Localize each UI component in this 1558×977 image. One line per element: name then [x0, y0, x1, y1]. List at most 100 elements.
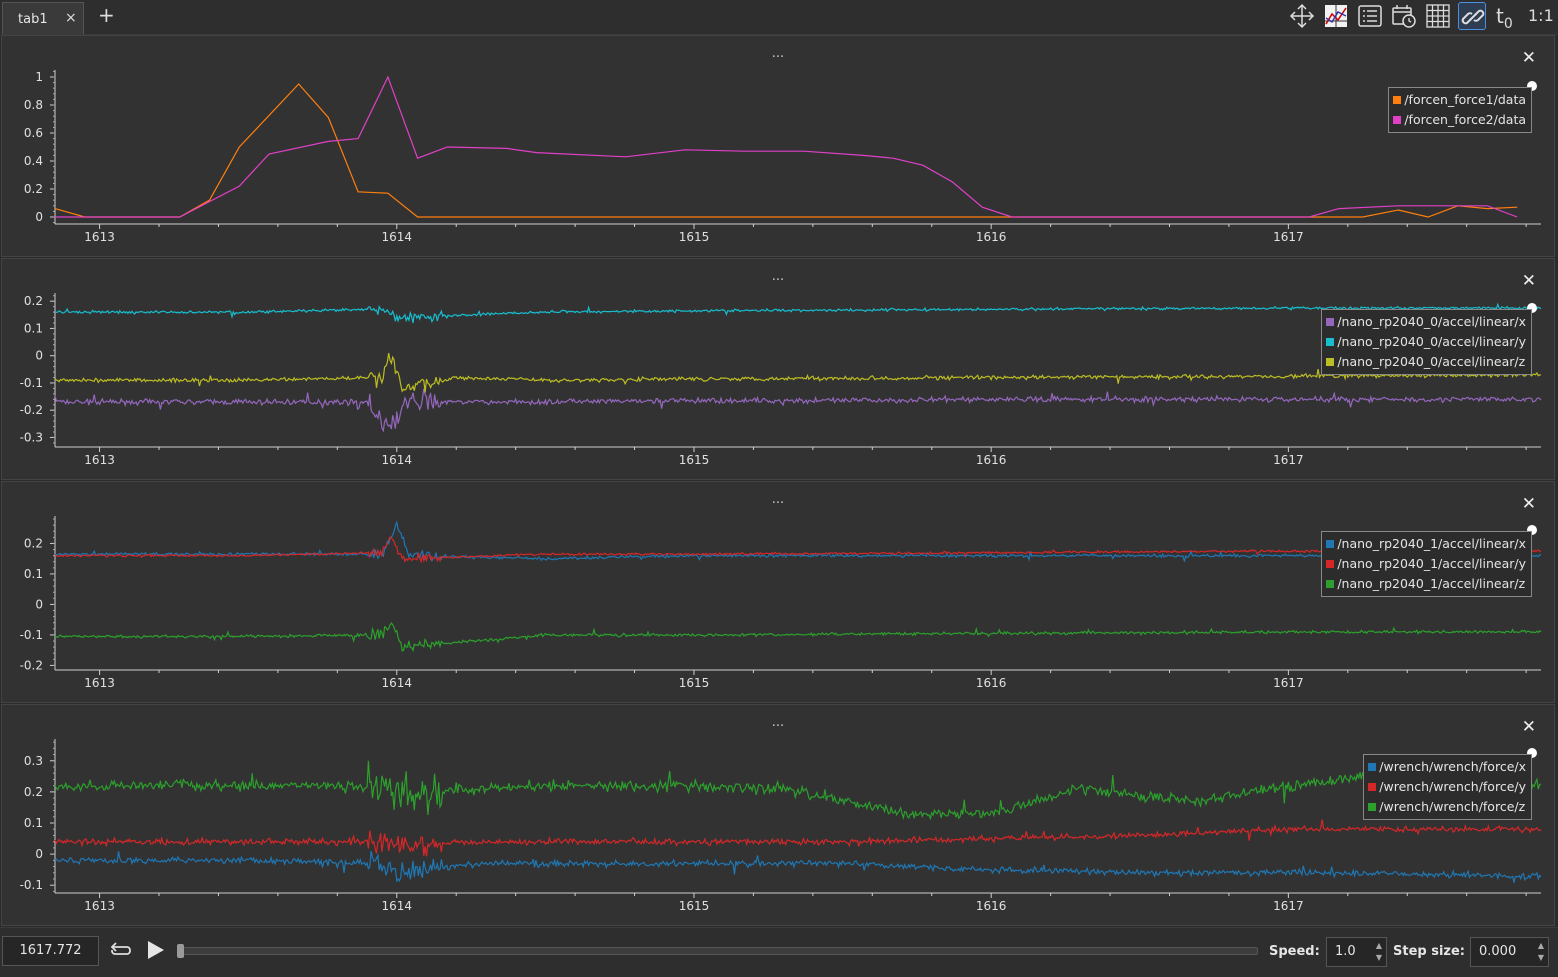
- legend-label: /nano_rp2040_0/accel/linear/x: [1337, 314, 1526, 329]
- y-tick-label: 0: [35, 210, 43, 224]
- step-size-label: Step size:: [1393, 944, 1466, 959]
- legend-item[interactable]: /nano_rp2040_1/accel/linear/y: [1326, 554, 1526, 574]
- legend-item[interactable]: /nano_rp2040_1/accel/linear/x: [1326, 534, 1526, 554]
- x-tick-label: 1613: [84, 230, 115, 244]
- chart-4[interactable]: -0.1 0 0.1 0.2 0.3 1613 1614 1615 1616 1617: [2, 705, 1556, 927]
- legend-item[interactable]: /wrench/wrench/force/x: [1368, 757, 1526, 777]
- ratio-button[interactable]: 1:1: [1528, 6, 1554, 25]
- panel-menu[interactable]: ...: [771, 269, 785, 284]
- series-line-1: [54, 83, 1518, 218]
- plot-area: 0 0.2 0.4 0.6 0.8 1 1613 1614 1615 1616 1617 ... ✕…: [0, 35, 1558, 926]
- y-tick-label: 0.8: [24, 98, 43, 112]
- x-tick-label: 1617: [1273, 676, 1304, 690]
- tab-label: tab1: [18, 12, 48, 27]
- legend-handle[interactable]: [1527, 525, 1537, 535]
- x-tick-label: 1613: [84, 899, 115, 913]
- panel-close-icon[interactable]: ✕: [1521, 271, 1536, 291]
- legend-handle[interactable]: [1527, 303, 1537, 313]
- spin-up-icon[interactable]: ▲: [1375, 941, 1383, 950]
- panel-close-icon[interactable]: ✕: [1521, 48, 1536, 68]
- legend-swatch: [1326, 338, 1335, 346]
- y-tick-label: 0: [35, 597, 43, 611]
- time-offset-sub: 0: [1503, 16, 1513, 32]
- legend[interactable]: /forcen_force1/data /forcen_force2/data: [1388, 87, 1532, 133]
- y-tick-label: 0: [35, 349, 43, 363]
- panel-close-icon[interactable]: ✕: [1521, 717, 1536, 737]
- y-tick-label: 0.2: [24, 294, 43, 308]
- calendar-clock-icon[interactable]: [1390, 2, 1418, 30]
- x-tick-label: 1614: [382, 453, 413, 467]
- panel-menu[interactable]: ...: [771, 492, 785, 507]
- legend[interactable]: /wrench/wrench/force/x /wrench/wrench/fo…: [1363, 754, 1532, 820]
- legend-label: /forcen_force2/data: [1404, 112, 1526, 127]
- spin-up-icon[interactable]: ▲: [1537, 941, 1545, 950]
- time-offset-label: t: [1496, 4, 1504, 28]
- panel-menu[interactable]: ...: [771, 715, 785, 730]
- chart-1[interactable]: 0 0.2 0.4 0.6 0.8 1 1613 1614 1615 1616 1617: [2, 36, 1556, 258]
- y-tick-label: 0.2: [24, 182, 43, 196]
- speed-spinbox[interactable]: 1.0 ▲ ▼: [1326, 937, 1387, 967]
- y-tick-label: 0.1: [24, 567, 43, 581]
- legend-label: /nano_rp2040_1/accel/linear/y: [1337, 556, 1526, 571]
- y-tick-label: -0.2: [20, 403, 43, 417]
- current-time-field[interactable]: 1617.772: [2, 936, 99, 966]
- legend-handle[interactable]: [1527, 81, 1537, 91]
- legend[interactable]: /nano_rp2040_1/accel/linear/x /nano_rp20…: [1321, 531, 1532, 597]
- tab-tab1[interactable]: tab1 ×: [2, 2, 84, 34]
- spin-down-icon[interactable]: ▼: [1375, 953, 1383, 962]
- y-tick-label: -0.3: [20, 430, 43, 444]
- play-icon[interactable]: [145, 938, 167, 966]
- list-icon[interactable]: [1356, 2, 1384, 30]
- legend-item[interactable]: /forcen_force2/data: [1393, 110, 1526, 130]
- zoom-fit-icon[interactable]: [1322, 2, 1350, 30]
- legend-item[interactable]: /wrench/wrench/force/z: [1368, 797, 1526, 817]
- loop-icon[interactable]: [109, 938, 133, 966]
- timeline-slider-thumb[interactable]: [177, 944, 184, 958]
- legend[interactable]: /nano_rp2040_0/accel/linear/x /nano_rp20…: [1321, 309, 1532, 375]
- grid-icon[interactable]: [1424, 2, 1452, 30]
- legend-swatch: [1368, 803, 1377, 811]
- x-tick-label: 1613: [84, 676, 115, 690]
- y-tick-label: 0.2: [24, 785, 43, 799]
- legend-item[interactable]: /forcen_force1/data: [1393, 90, 1526, 110]
- legend-swatch: [1326, 580, 1335, 588]
- y-tick-label: 0.3: [24, 754, 43, 768]
- tab-bar: tab1 × + t0 1:1: [0, 0, 1558, 35]
- link-icon[interactable]: [1458, 2, 1486, 30]
- legend-swatch: [1368, 783, 1377, 791]
- x-tick-label: 1614: [382, 676, 413, 690]
- legend-swatch: [1393, 96, 1402, 104]
- legend-item[interactable]: /wrench/wrench/force/y: [1368, 777, 1526, 797]
- step-size-value: 0.000: [1479, 944, 1517, 959]
- spin-down-icon[interactable]: ▼: [1537, 953, 1545, 962]
- y-tick-label: 1: [35, 70, 43, 84]
- legend-label: /nano_rp2040_0/accel/linear/y: [1337, 334, 1526, 349]
- tab-close-icon[interactable]: ×: [65, 10, 77, 26]
- legend-label: /forcen_force1/data: [1404, 92, 1526, 107]
- series-line-1: [54, 388, 1542, 433]
- legend-item[interactable]: /nano_rp2040_0/accel/linear/y: [1326, 332, 1526, 352]
- time-offset-button[interactable]: t0: [1496, 4, 1513, 32]
- panel-close-icon[interactable]: ✕: [1521, 494, 1536, 514]
- plot-panel-2[interactable]: -0.3 -0.2 -0.1 0 0.1 0.2 1613 1614 1615 1616 1617 …: [1, 258, 1555, 480]
- plot-panel-4[interactable]: -0.1 0 0.1 0.2 0.3 1613 1614 1615 1616 1617 ... ✕…: [1, 704, 1555, 926]
- timeline-slider[interactable]: [178, 947, 1258, 955]
- panel-menu[interactable]: ...: [771, 46, 785, 61]
- legend-item[interactable]: /nano_rp2040_0/accel/linear/z: [1326, 352, 1526, 372]
- playback-bar: 1617.772 Speed: 1.0 ▲ ▼ Step size: 0.000 …: [0, 927, 1558, 977]
- chart-2[interactable]: -0.3 -0.2 -0.1 0 0.1 0.2 1613 1614 1615 1616 1617: [2, 259, 1556, 481]
- legend-label: /nano_rp2040_0/accel/linear/z: [1337, 354, 1526, 369]
- y-tick-label: -0.1: [20, 628, 43, 642]
- step-size-spinbox[interactable]: 0.000 ▲ ▼: [1470, 937, 1549, 967]
- plot-panel-1[interactable]: 0 0.2 0.4 0.6 0.8 1 1613 1614 1615 1616 1617 ... ✕…: [1, 35, 1555, 257]
- move-icon[interactable]: [1288, 2, 1316, 30]
- legend-item[interactable]: /nano_rp2040_0/accel/linear/x: [1326, 312, 1526, 332]
- legend-item[interactable]: /nano_rp2040_1/accel/linear/z: [1326, 574, 1526, 594]
- x-tick-label: 1615: [679, 230, 710, 244]
- chart-3[interactable]: -0.2 -0.1 0 0.1 0.2 1613 1614 1615 1616 1617: [2, 482, 1556, 704]
- legend-handle[interactable]: [1527, 748, 1537, 758]
- speed-value: 1.0: [1335, 944, 1356, 959]
- add-tab-button[interactable]: +: [98, 3, 115, 27]
- plot-panel-3[interactable]: -0.2 -0.1 0 0.1 0.2 1613 1614 1615 1616 1617 ... …: [1, 481, 1555, 703]
- series-line-2: [54, 302, 1542, 324]
